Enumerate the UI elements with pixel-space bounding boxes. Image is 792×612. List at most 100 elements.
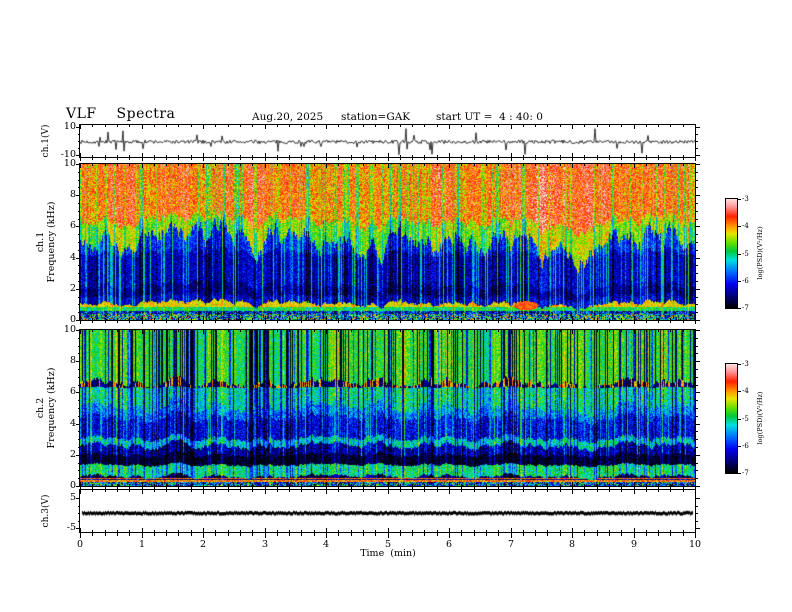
colorbar-tick: [738, 473, 741, 474]
x-minor-tick: [658, 158, 659, 160]
y-minor-tick: [696, 281, 698, 282]
x-minor-tick: [277, 321, 278, 323]
colorbar-ch2-label: log(PSD)(V²/Hz): [756, 391, 764, 445]
x-minor-tick: [412, 158, 413, 160]
x-major-tick: [326, 533, 327, 538]
ch2-spectrogram-panel: [79, 329, 696, 487]
x-minor-tick: [117, 158, 118, 160]
x-minor-tick: [314, 158, 315, 160]
x-minor-tick: [486, 533, 487, 536]
x-major-tick: [572, 321, 573, 324]
x-minor-tick: [609, 158, 610, 160]
x-tick-label: 7: [507, 539, 515, 550]
x-tick-label: 2: [199, 539, 207, 550]
y-tick-label: 8: [69, 355, 76, 366]
x-minor-tick: [437, 321, 438, 323]
x-minor-tick: [289, 533, 290, 536]
x-major-tick: [203, 158, 204, 161]
x-minor-tick: [375, 533, 376, 536]
x-minor-tick: [609, 321, 610, 323]
x-minor-tick: [597, 533, 598, 536]
x-minor-tick: [105, 321, 106, 323]
x-minor-tick: [228, 321, 229, 323]
x-minor-tick: [351, 158, 352, 160]
y-minor-tick: [696, 506, 698, 507]
colorbar-ch1: [725, 198, 738, 309]
x-major-tick: [80, 321, 81, 324]
x-major-tick: [142, 533, 143, 538]
x-minor-tick: [178, 533, 179, 536]
x-minor-tick: [646, 533, 647, 536]
y-major-tick: [696, 528, 700, 529]
x-minor-tick: [547, 321, 548, 323]
x-minor-tick: [621, 321, 622, 323]
x-minor-tick: [560, 533, 561, 536]
x-minor-tick: [670, 533, 671, 536]
start-ut-label: start UT = 4 : 40: 0: [436, 111, 543, 123]
y-tick-label: 10: [63, 158, 76, 169]
x-minor-tick: [240, 321, 241, 323]
colorbar-ch1-gradient: [726, 199, 737, 308]
colorbar-tick: [738, 391, 741, 392]
x-minor-tick: [621, 158, 622, 160]
x-major-tick: [695, 158, 696, 161]
x-minor-tick: [92, 158, 93, 160]
x-major-tick: [511, 533, 512, 538]
x-major-tick: [572, 533, 573, 538]
x-major-tick: [265, 533, 266, 538]
ch2-spec-channel-label: ch.2: [35, 397, 46, 419]
ch2-spec-frequency-label: Frequency (kHz): [46, 367, 57, 449]
y-major-tick: [696, 289, 700, 290]
x-tick-label: 0: [76, 539, 84, 550]
x-major-tick: [326, 321, 327, 324]
x-minor-tick: [215, 158, 216, 160]
y-major-tick: [696, 226, 700, 227]
ch1-spectrogram-canvas: [80, 164, 695, 320]
y-major-tick: [696, 164, 700, 165]
x-minor-tick: [547, 158, 548, 160]
x-minor-tick: [228, 158, 229, 160]
x-minor-tick: [424, 321, 425, 323]
ch2-frequency-axis-label: ch.2 Frequency (kHz): [35, 368, 57, 449]
x-minor-tick: [523, 158, 524, 160]
y-minor-tick: [696, 439, 698, 440]
x-major-tick: [572, 158, 573, 161]
colorbar-tick-label: -6: [742, 442, 749, 450]
x-minor-tick: [92, 533, 93, 536]
y-minor-tick: [696, 297, 698, 298]
x-tick-label: 3: [261, 539, 269, 550]
x-minor-tick: [363, 533, 364, 536]
x-minor-tick: [597, 158, 598, 160]
y-minor-tick: [696, 250, 698, 251]
y-tick-label: -10: [60, 149, 76, 160]
colorbar-tick-label: -7: [742, 304, 749, 312]
x-minor-tick: [105, 158, 106, 160]
x-minor-tick: [658, 321, 659, 323]
ch2-spectrogram-canvas: [80, 330, 695, 486]
x-major-tick: [265, 158, 266, 161]
x-major-tick: [203, 321, 204, 324]
colorbar-tick: [738, 364, 741, 365]
y-minor-tick: [696, 180, 698, 181]
x-minor-tick: [240, 533, 241, 536]
x-major-tick: [634, 321, 635, 324]
y-major-tick: [696, 486, 700, 487]
x-minor-tick: [191, 321, 192, 323]
x-minor-tick: [437, 158, 438, 160]
colorbar-tick: [738, 308, 741, 309]
x-tick-label: 8: [568, 539, 576, 550]
x-minor-tick: [301, 158, 302, 160]
colorbar-ch2: [725, 363, 738, 474]
x-minor-tick: [646, 158, 647, 160]
y-major-tick: [696, 424, 700, 425]
y-minor-tick: [696, 134, 698, 135]
x-minor-tick: [498, 533, 499, 536]
x-minor-tick: [683, 533, 684, 536]
y-minor-tick: [696, 447, 698, 448]
x-minor-tick: [486, 158, 487, 160]
y-major-tick: [696, 330, 700, 331]
y-tick-label: 0: [69, 314, 76, 325]
y-minor-tick: [696, 203, 698, 204]
colorbar-ch2-gradient: [726, 364, 737, 473]
x-minor-tick: [474, 158, 475, 160]
